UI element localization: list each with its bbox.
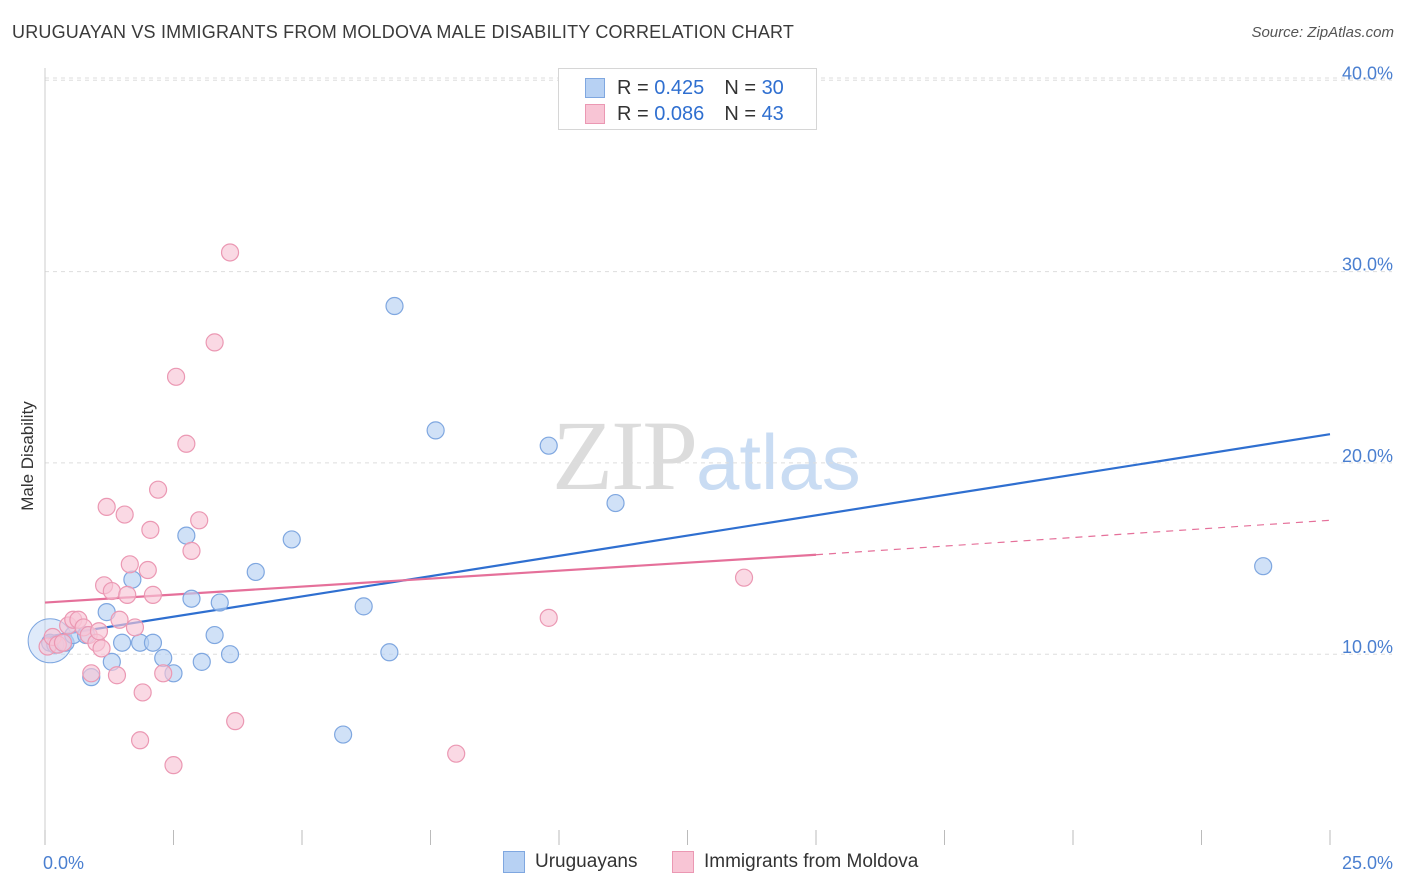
- trend-line-moldova-extrapolated: [815, 519, 1331, 556]
- axes: [44, 68, 1331, 845]
- legend-n-label: N =: [724, 102, 756, 125]
- point-uruguayans: [182, 589, 201, 608]
- watermark: ZIPatlas: [552, 398, 861, 513]
- point-moldova: [182, 541, 201, 560]
- legend-swatch-blue: [503, 851, 525, 873]
- point-uruguayans: [177, 526, 196, 545]
- point-uruguayans: [606, 493, 625, 513]
- point-moldova: [89, 622, 109, 641]
- legend-row-uruguayans: R = 0.425 N = 30: [585, 76, 784, 100]
- legend-r-value: 0.086: [654, 102, 705, 125]
- point-uruguayans: [123, 570, 142, 589]
- point-moldova: [115, 505, 134, 524]
- trend-lines: [44, 433, 1331, 639]
- point-moldova: [447, 744, 466, 763]
- point-uruguayans: [282, 530, 301, 549]
- y-tick-label: 10.0%: [1342, 637, 1393, 657]
- trend-line-uruguayans: [44, 433, 1331, 639]
- legend-swatch-pink: [672, 851, 694, 873]
- point-moldova: [148, 480, 168, 499]
- legend-swatch-pink: [585, 104, 605, 124]
- point-uruguayans: [1254, 557, 1273, 576]
- point-uruguayans: [154, 648, 173, 668]
- point-moldova: [177, 434, 196, 453]
- point-moldova: [107, 666, 127, 685]
- legend-label-uruguayans: Uruguayans: [535, 851, 638, 872]
- point-moldova: [82, 664, 101, 683]
- point-uruguayans: [426, 421, 445, 440]
- point-moldova: [53, 633, 73, 652]
- data-points: [27, 243, 1273, 775]
- legend-item-moldova[interactable]: Immigrants from Moldova: [672, 851, 918, 873]
- point-moldova: [166, 367, 186, 386]
- point-uruguayans: [246, 562, 265, 582]
- y-tick-label: 40.0%: [1342, 63, 1393, 83]
- legend-swatch-blue: [585, 78, 605, 98]
- source-label: Source: ZipAtlas.com: [1251, 24, 1394, 41]
- point-moldova: [190, 511, 209, 530]
- point-uruguayans: [220, 645, 240, 664]
- point-moldova: [138, 560, 157, 580]
- point-uruguayans: [354, 597, 373, 616]
- watermark-zip: ZIP: [552, 400, 698, 511]
- point-uruguayans: [205, 625, 224, 645]
- point-moldova: [120, 555, 139, 574]
- point-moldova: [118, 585, 137, 604]
- x-tick-label-min: 0.0%: [43, 853, 84, 873]
- point-moldova: [102, 581, 121, 601]
- point-moldova: [734, 568, 754, 587]
- legend-r-label: R =: [617, 76, 649, 99]
- point-moldova: [133, 683, 152, 702]
- point-moldova: [154, 664, 173, 683]
- correlation-legend: R = 0.425 N = 30 R = 0.086 N = 43: [558, 68, 817, 130]
- point-moldova: [143, 585, 163, 604]
- point-moldova: [97, 497, 116, 516]
- legend-n-value: 30: [761, 76, 784, 99]
- series-legend: Uruguayans Immigrants from Moldova: [0, 851, 1406, 879]
- point-moldova: [92, 639, 111, 658]
- point-moldova: [164, 756, 183, 775]
- watermark-atlas: atlas: [696, 418, 861, 506]
- point-moldova: [205, 333, 224, 352]
- legend-label-moldova: Immigrants from Moldova: [704, 851, 919, 872]
- point-moldova: [539, 608, 558, 627]
- grid-lines: [45, 77, 1392, 655]
- y-tick-label: 20.0%: [1342, 446, 1393, 466]
- legend-r-value: 0.425: [654, 76, 705, 99]
- y-tick-label: 30.0%: [1342, 255, 1393, 275]
- point-uruguayans: [210, 593, 229, 612]
- point-moldova: [141, 520, 160, 539]
- point-uruguayans: [334, 725, 353, 744]
- point-uruguayans: [192, 652, 211, 671]
- point-uruguayans: [385, 296, 404, 316]
- point-moldova: [220, 243, 240, 262]
- x-tick-label-max: 25.0%: [1342, 853, 1393, 873]
- legend-item-uruguayans[interactable]: Uruguayans: [503, 851, 637, 873]
- trend-line-moldova: [44, 553, 817, 604]
- tick-labels: 10.0% 20.0% 30.0% 40.0% 0.0% 25.0%: [43, 63, 1393, 873]
- chart-title: URUGUAYAN VS IMMIGRANTS FROM MOLDOVA MAL…: [12, 22, 795, 42]
- point-moldova: [125, 618, 145, 637]
- legend-row-moldova: R = 0.086 N = 43: [585, 102, 784, 126]
- point-moldova: [110, 610, 129, 629]
- legend-r-label: R =: [617, 102, 649, 125]
- point-moldova: [226, 712, 245, 731]
- legend-n-value: 43: [761, 102, 784, 125]
- point-moldova: [130, 731, 150, 750]
- point-uruguayans: [112, 633, 132, 652]
- point-uruguayans: [380, 643, 399, 662]
- point-uruguayans: [143, 633, 163, 652]
- point-uruguayans: [539, 436, 558, 455]
- legend-n-label: N =: [724, 76, 756, 99]
